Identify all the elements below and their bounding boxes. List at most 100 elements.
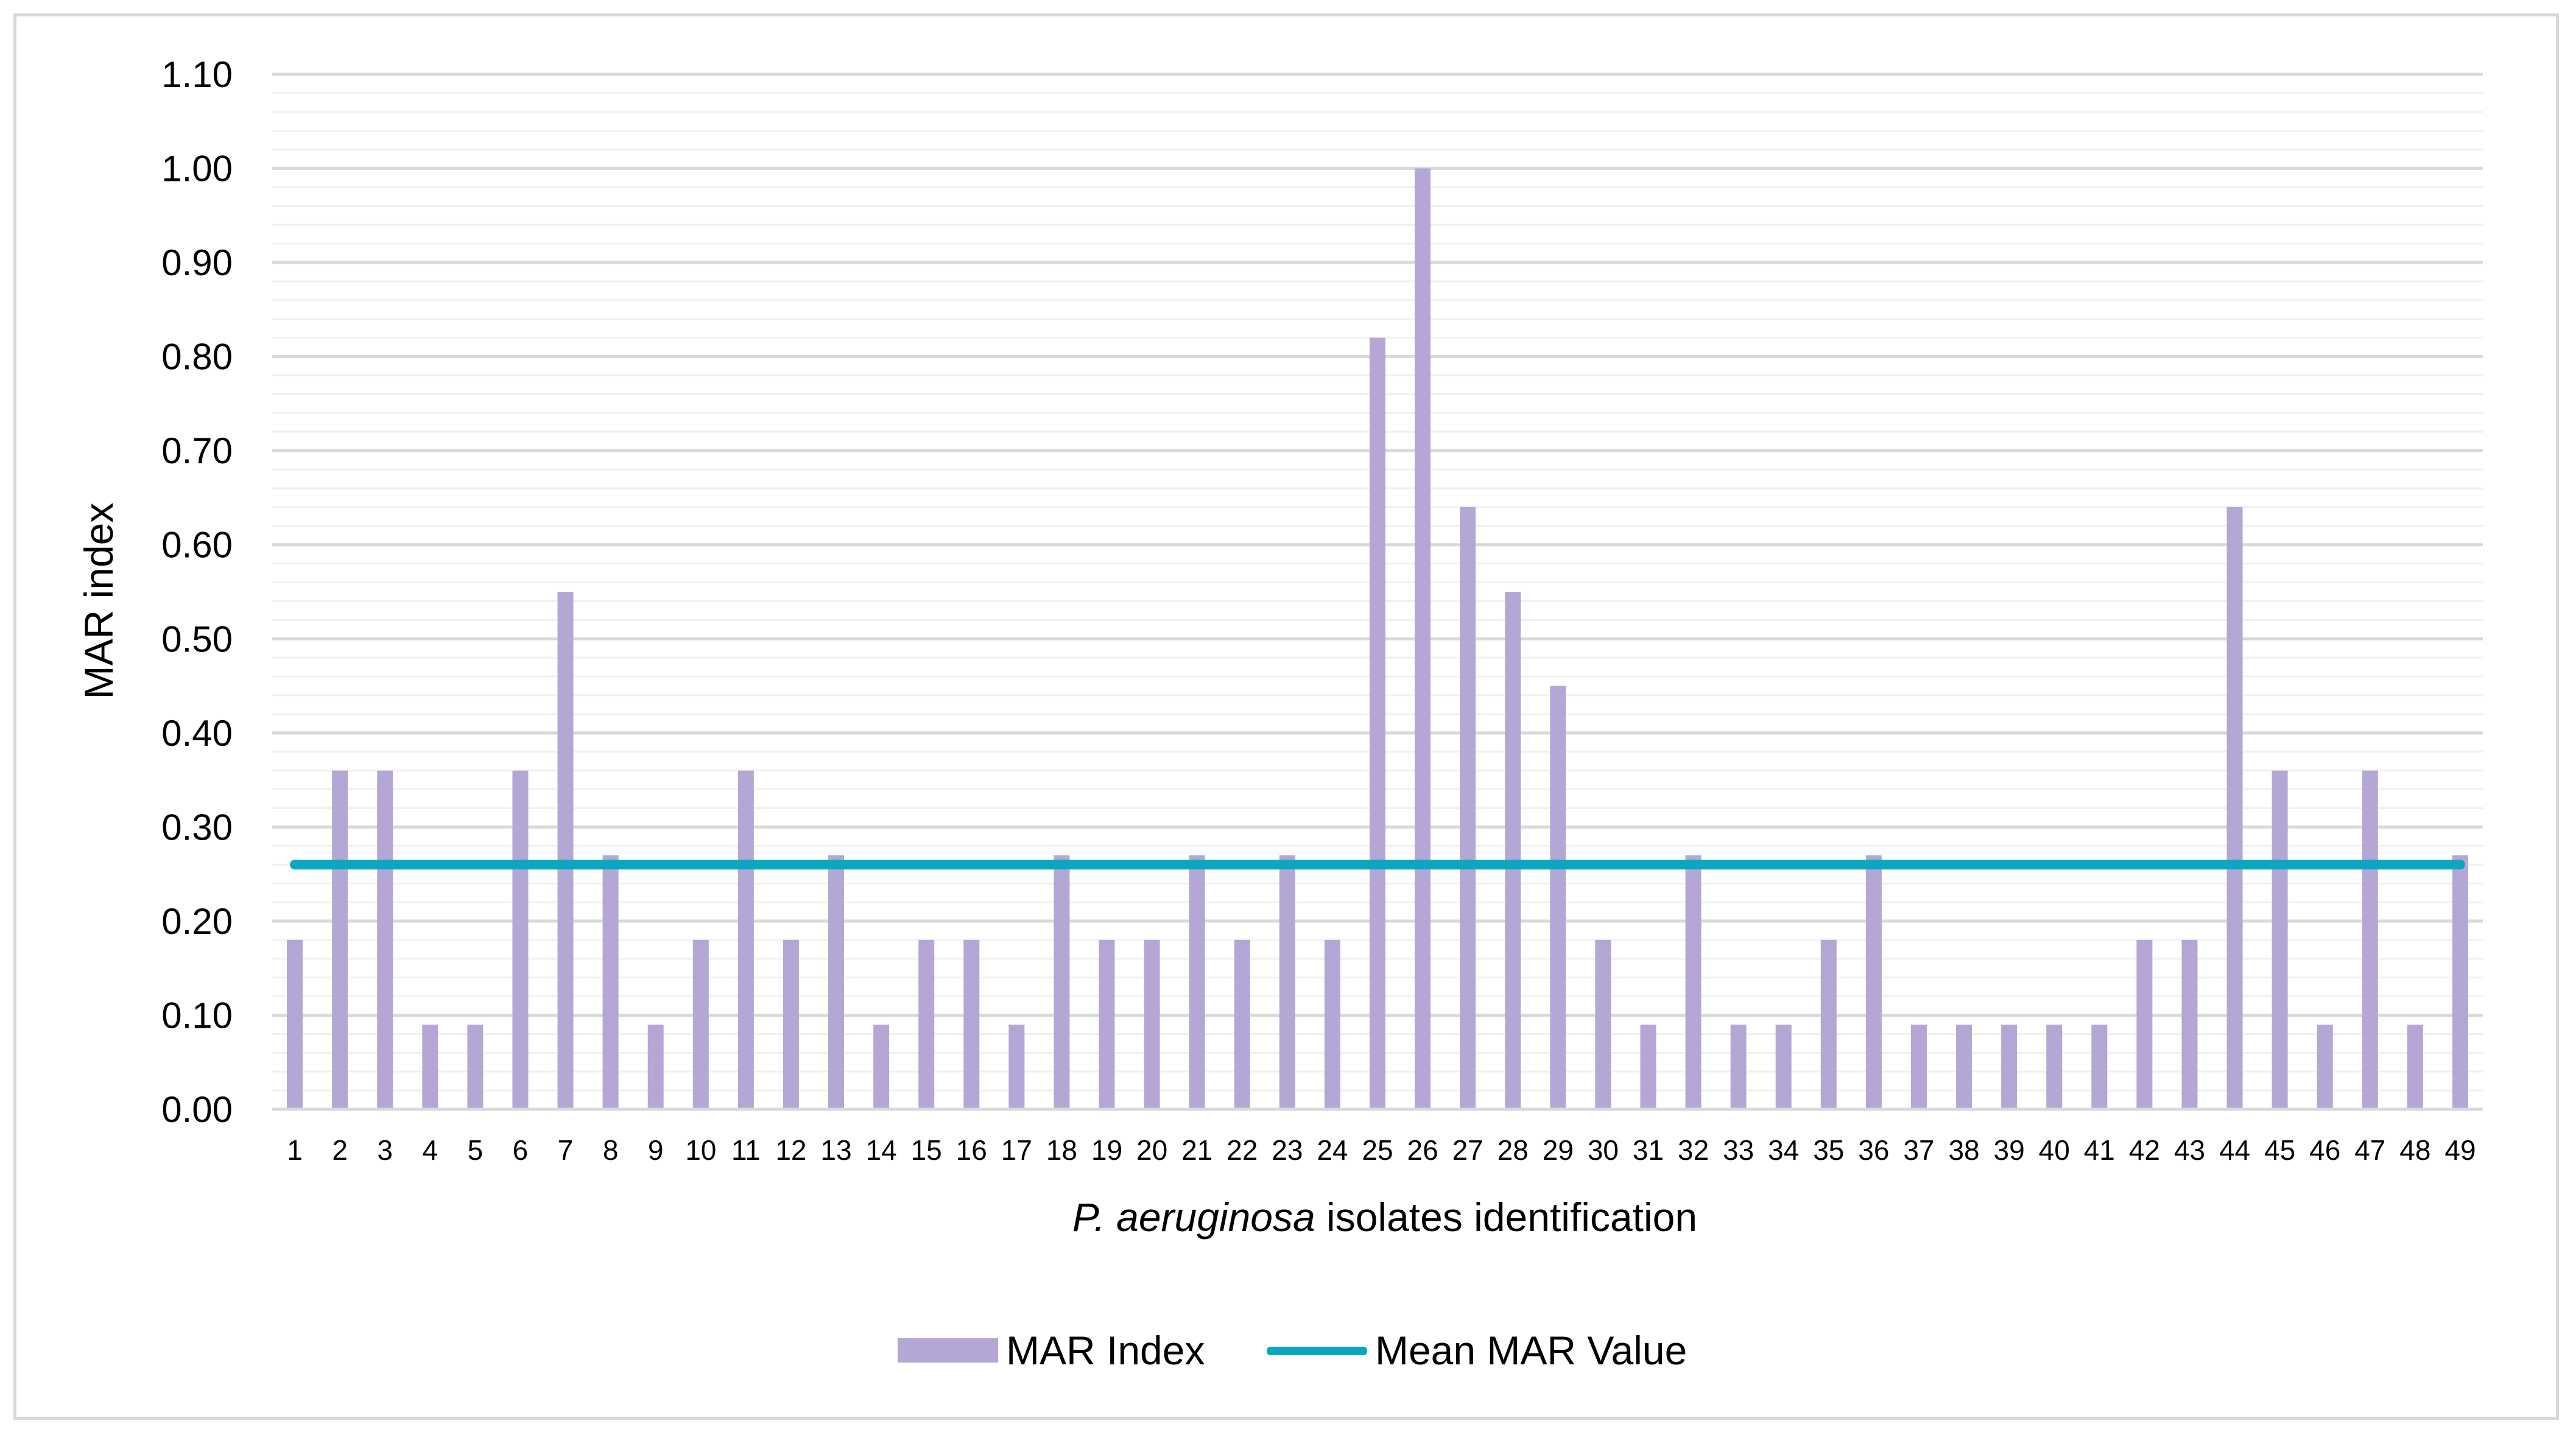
x-tick-label: 25 xyxy=(1362,1134,1393,1166)
x-tick-label: 28 xyxy=(1497,1134,1529,1166)
y-tick-label: 1.00 xyxy=(161,149,233,189)
bar-32 xyxy=(1685,855,1701,1109)
bar-16 xyxy=(963,939,980,1109)
x-tick-label: 5 xyxy=(468,1134,484,1166)
bar-8 xyxy=(602,855,619,1109)
bar-5 xyxy=(467,1024,484,1109)
x-tick-label: 2 xyxy=(332,1134,348,1166)
bar-30 xyxy=(1595,939,1611,1109)
bar-46 xyxy=(2317,1024,2333,1109)
x-tick-label: 44 xyxy=(2219,1134,2250,1166)
x-tick-label: 8 xyxy=(603,1134,619,1166)
x-tick-label: 18 xyxy=(1046,1134,1077,1166)
y-tick-label: 1.10 xyxy=(161,54,233,95)
bar-49 xyxy=(2452,855,2468,1109)
x-tick-label: 26 xyxy=(1407,1134,1438,1166)
x-tick-label: 38 xyxy=(1948,1134,1979,1166)
x-tick-label: 33 xyxy=(1723,1134,1754,1166)
x-tick-label: 13 xyxy=(820,1134,851,1166)
bar-18 xyxy=(1054,855,1070,1109)
y-tick-label: 0.40 xyxy=(161,713,233,754)
x-tick-label: 37 xyxy=(1903,1134,1934,1166)
bar-17 xyxy=(1008,1024,1025,1109)
bar-27 xyxy=(1460,507,1476,1109)
x-tick-label: 24 xyxy=(1317,1134,1348,1166)
x-tick-label: 19 xyxy=(1091,1134,1122,1166)
bar-7 xyxy=(557,592,574,1109)
bar-29 xyxy=(1550,686,1566,1109)
bar-37 xyxy=(1910,1024,1927,1109)
x-tick-label: 49 xyxy=(2444,1134,2476,1166)
x-axis-ticks: 1 2 3 4 5 6 7 8 9 10 11 12 13 14 15 16 17 18 19 20 21 22 23 24 2… xyxy=(287,1134,2476,1166)
x-tick-label: 42 xyxy=(2129,1134,2160,1166)
bar-42 xyxy=(2136,939,2153,1109)
y-tick-label: 0.20 xyxy=(161,901,233,942)
x-tick-label: 35 xyxy=(1813,1134,1844,1166)
y-tick-label: 0.60 xyxy=(161,525,233,566)
bar-19 xyxy=(1099,939,1115,1109)
x-tick-label: 39 xyxy=(1994,1134,2025,1166)
bar-10 xyxy=(692,939,709,1109)
bar-43 xyxy=(2181,939,2198,1109)
x-tick-label: 6 xyxy=(513,1134,529,1166)
x-tick-label: 14 xyxy=(866,1134,897,1166)
x-tick-label: 46 xyxy=(2309,1134,2340,1166)
legend-label-mean-mar-value: Mean MAR Value xyxy=(1375,1328,1687,1373)
x-tick-label: 30 xyxy=(1588,1134,1619,1166)
bar-28 xyxy=(1505,592,1521,1109)
x-tick-label: 10 xyxy=(685,1134,716,1166)
y-tick-label: 0.70 xyxy=(161,430,233,471)
bar-35 xyxy=(1820,939,1837,1109)
x-axis-title-italic: P. aeruginosa xyxy=(1072,1195,1315,1240)
x-tick-label: 27 xyxy=(1452,1134,1483,1166)
y-axis-ticks: 0.00 0.10 0.20 0.30 0.40 0.50 0.60 0.70 0.80 0.90… xyxy=(161,54,233,1130)
x-tick-label: 41 xyxy=(2084,1134,2115,1166)
x-tick-label: 21 xyxy=(1181,1134,1212,1166)
x-tick-label: 48 xyxy=(2399,1134,2430,1166)
x-tick-label: 3 xyxy=(377,1134,393,1166)
bar-22 xyxy=(1234,939,1250,1109)
x-tick-label: 12 xyxy=(775,1134,806,1166)
x-axis-title: P. aeruginosa isolates identification xyxy=(1072,1195,1697,1240)
bar-34 xyxy=(1775,1024,1792,1109)
bar-47 xyxy=(2362,770,2378,1109)
bar-21 xyxy=(1189,855,1205,1109)
x-tick-label: 15 xyxy=(911,1134,942,1166)
x-tick-label: 22 xyxy=(1226,1134,1258,1166)
x-tick-label: 16 xyxy=(956,1134,987,1166)
bar-38 xyxy=(1956,1024,1972,1109)
y-tick-label: 0.10 xyxy=(161,995,233,1036)
legend: MAR Index Mean MAR Value xyxy=(898,1328,1687,1373)
bar-23 xyxy=(1279,855,1295,1109)
bar-44 xyxy=(2226,507,2243,1109)
x-tick-label: 1 xyxy=(287,1134,303,1166)
x-tick-label: 9 xyxy=(648,1134,664,1166)
bar-25 xyxy=(1370,337,1385,1109)
bar-31 xyxy=(1640,1024,1656,1109)
x-tick-label: 20 xyxy=(1136,1134,1167,1166)
bar-20 xyxy=(1144,939,1160,1109)
bar-45 xyxy=(2272,770,2288,1109)
y-tick-label: 0.90 xyxy=(161,242,233,283)
bar-11 xyxy=(737,770,754,1109)
bar-41 xyxy=(2091,1024,2108,1109)
bar-1 xyxy=(287,939,303,1109)
bar-40 xyxy=(2046,1024,2063,1109)
bar-24 xyxy=(1324,939,1340,1109)
y-tick-label: 0.80 xyxy=(161,337,233,377)
bar-33 xyxy=(1730,1024,1747,1109)
bar-2 xyxy=(332,770,348,1109)
bar-3 xyxy=(377,770,393,1109)
x-tick-label: 29 xyxy=(1543,1134,1574,1166)
bar-36 xyxy=(1865,855,1882,1109)
y-tick-label: 0.30 xyxy=(161,807,233,847)
y-tick-label: 0.50 xyxy=(161,619,233,659)
x-axis-title-rest: isolates identification xyxy=(1315,1195,1697,1240)
bar-13 xyxy=(828,855,845,1109)
legend-label-mar-index: MAR Index xyxy=(1006,1328,1205,1373)
bar-39 xyxy=(2001,1024,2018,1109)
x-tick-label: 23 xyxy=(1272,1134,1303,1166)
x-tick-label: 32 xyxy=(1678,1134,1709,1166)
x-tick-label: 43 xyxy=(2174,1134,2205,1166)
bar-series xyxy=(287,168,2468,1110)
